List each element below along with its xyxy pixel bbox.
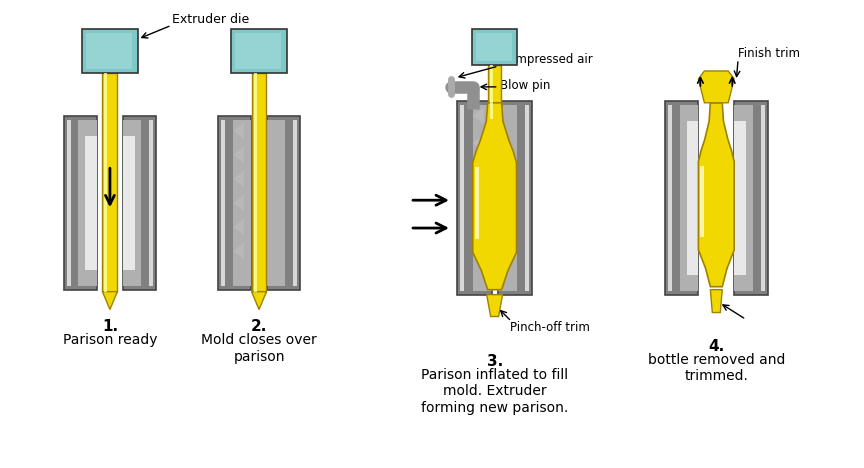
- Polygon shape: [701, 166, 704, 237]
- Polygon shape: [698, 103, 734, 287]
- Polygon shape: [486, 295, 503, 316]
- Polygon shape: [473, 190, 484, 205]
- Bar: [293, 120, 297, 285]
- Text: Extruder die: Extruder die: [172, 13, 249, 26]
- Polygon shape: [233, 195, 244, 211]
- Bar: [82, 29, 137, 73]
- Text: 4.: 4.: [708, 339, 724, 354]
- Text: Mold closes over
parison: Mold closes over parison: [201, 333, 317, 364]
- Polygon shape: [256, 219, 267, 234]
- Polygon shape: [488, 119, 501, 137]
- Polygon shape: [474, 167, 479, 239]
- Polygon shape: [105, 73, 107, 292]
- Bar: [472, 29, 518, 65]
- Bar: [221, 120, 226, 285]
- Polygon shape: [486, 135, 498, 151]
- Bar: [124, 120, 142, 285]
- Bar: [233, 120, 251, 285]
- Polygon shape: [233, 243, 244, 259]
- Bar: [687, 121, 698, 275]
- Polygon shape: [473, 103, 517, 290]
- Bar: [680, 105, 698, 291]
- Polygon shape: [103, 73, 118, 292]
- Polygon shape: [253, 73, 257, 292]
- Polygon shape: [698, 71, 734, 103]
- Polygon shape: [251, 73, 266, 292]
- Text: Finish trim: Finish trim: [738, 47, 800, 59]
- Polygon shape: [486, 190, 498, 205]
- Polygon shape: [473, 162, 484, 178]
- Bar: [124, 136, 135, 270]
- Text: 2.: 2.: [251, 320, 267, 335]
- Bar: [476, 33, 511, 61]
- Bar: [668, 105, 671, 291]
- Bar: [734, 121, 746, 275]
- Polygon shape: [486, 244, 498, 260]
- Polygon shape: [251, 292, 266, 309]
- Bar: [473, 105, 492, 291]
- Polygon shape: [488, 65, 501, 119]
- Polygon shape: [256, 146, 267, 162]
- Bar: [79, 120, 97, 285]
- Polygon shape: [486, 108, 498, 124]
- Bar: [86, 33, 132, 69]
- Polygon shape: [256, 195, 267, 211]
- Bar: [498, 105, 517, 291]
- Bar: [525, 105, 530, 291]
- Bar: [460, 105, 464, 291]
- Bar: [734, 105, 753, 291]
- Bar: [67, 120, 71, 285]
- Bar: [267, 120, 285, 285]
- Polygon shape: [473, 108, 484, 124]
- Polygon shape: [473, 217, 484, 233]
- Bar: [85, 136, 97, 270]
- Polygon shape: [710, 290, 722, 313]
- Polygon shape: [490, 65, 493, 119]
- Text: 3.: 3.: [486, 354, 503, 369]
- Bar: [64, 116, 97, 290]
- Polygon shape: [256, 171, 267, 187]
- Bar: [498, 101, 532, 295]
- Polygon shape: [233, 219, 244, 234]
- Text: 1.: 1.: [102, 320, 118, 335]
- Polygon shape: [103, 292, 118, 309]
- Polygon shape: [256, 123, 267, 139]
- Polygon shape: [473, 244, 484, 260]
- Polygon shape: [233, 171, 244, 187]
- Polygon shape: [233, 123, 244, 139]
- Bar: [664, 101, 698, 295]
- Bar: [149, 120, 153, 285]
- Bar: [232, 29, 287, 73]
- Polygon shape: [233, 146, 244, 162]
- Bar: [267, 116, 300, 290]
- Bar: [761, 105, 765, 291]
- Text: Pinch-off trim: Pinch-off trim: [510, 321, 589, 334]
- Polygon shape: [486, 217, 498, 233]
- Bar: [235, 33, 281, 69]
- Text: Parison inflated to fill
mold. Extruder
forming new parison.: Parison inflated to fill mold. Extruder …: [421, 368, 569, 415]
- Polygon shape: [473, 135, 484, 151]
- Bar: [219, 116, 251, 290]
- Polygon shape: [256, 243, 267, 259]
- Text: bottle removed and
trimmed.: bottle removed and trimmed.: [648, 353, 785, 383]
- Bar: [457, 101, 492, 295]
- Polygon shape: [486, 162, 498, 178]
- Bar: [124, 116, 156, 290]
- Text: Blow pin: Blow pin: [499, 80, 550, 92]
- Bar: [734, 101, 768, 295]
- Text: Compressed air: Compressed air: [499, 52, 593, 66]
- Text: Parison ready: Parison ready: [63, 333, 157, 347]
